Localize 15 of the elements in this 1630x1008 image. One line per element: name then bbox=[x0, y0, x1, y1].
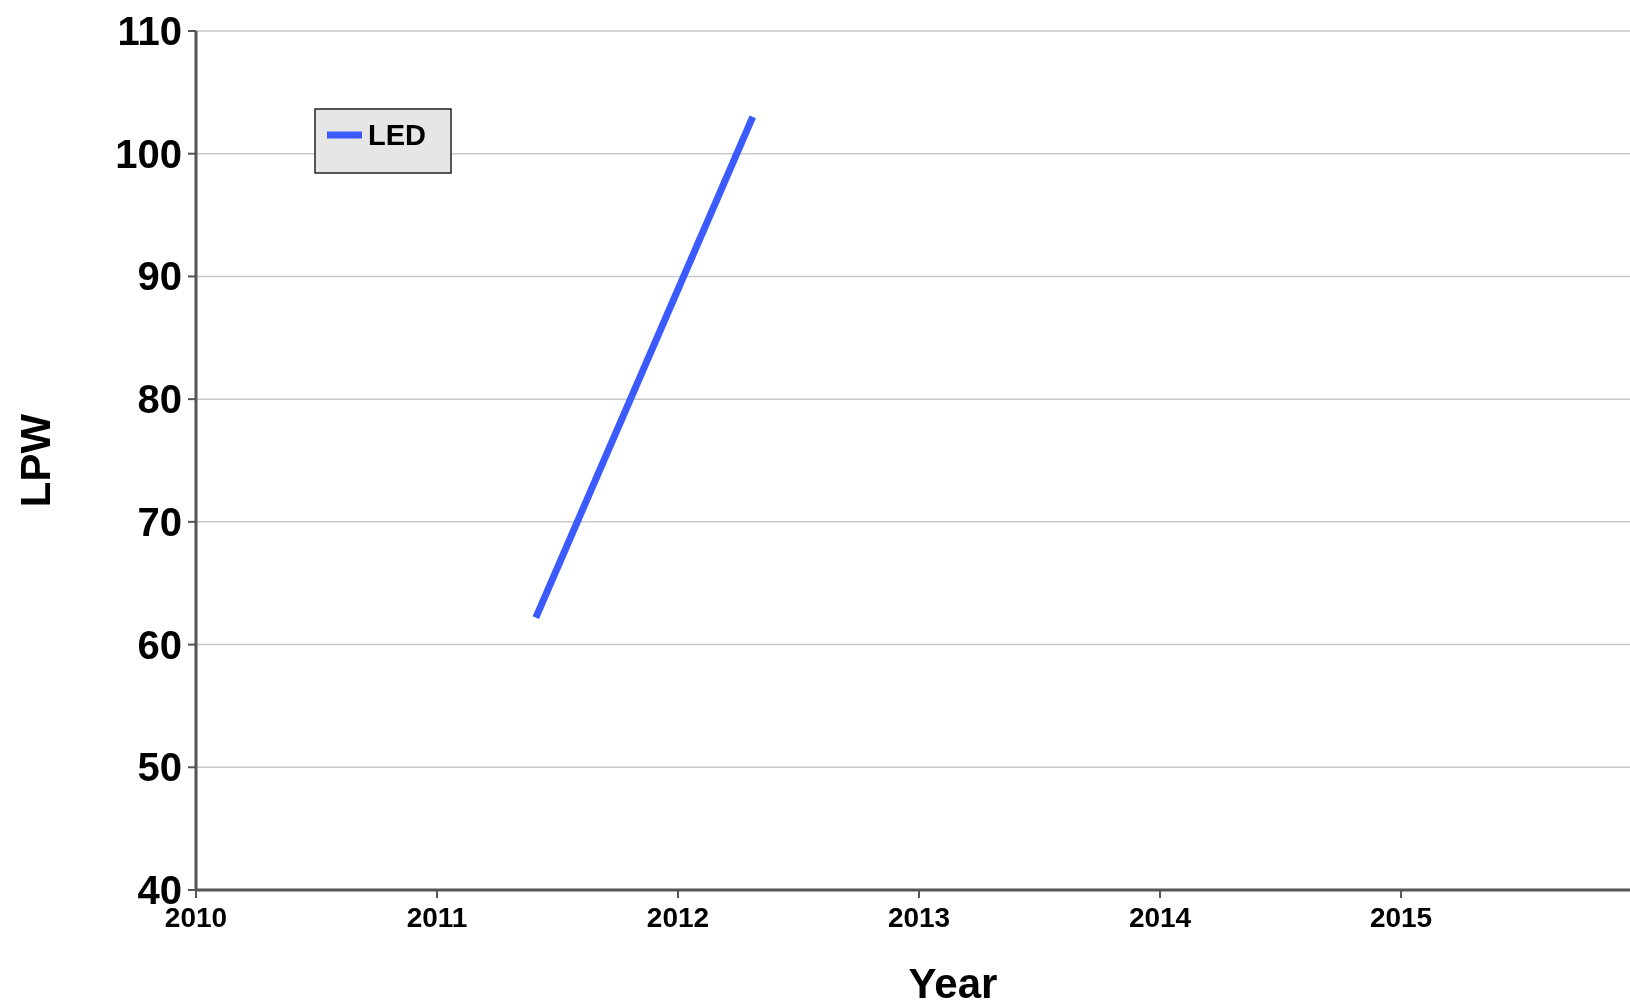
legend-label: LED bbox=[368, 119, 426, 152]
x-tick-label: 2014 bbox=[1128, 902, 1192, 933]
y-tick-label: 90 bbox=[137, 254, 182, 299]
x-tick-label: 2012 bbox=[646, 902, 710, 933]
y-tick-label: 60 bbox=[137, 622, 182, 667]
y-axis-title: LPW bbox=[12, 413, 59, 508]
x-axis-title: Year bbox=[908, 960, 998, 1007]
y-tick-label: 80 bbox=[137, 377, 182, 422]
x-tick-label: 2011 bbox=[406, 902, 468, 933]
x-tick-label: 2013 bbox=[887, 902, 951, 933]
y-tick-label: 100 bbox=[115, 131, 182, 176]
y-tick-label: 50 bbox=[137, 745, 182, 790]
x-tick-label: 2015 bbox=[1369, 902, 1433, 933]
y-tick-label: 110 bbox=[117, 9, 182, 53]
y-tick-label: 70 bbox=[137, 499, 182, 544]
